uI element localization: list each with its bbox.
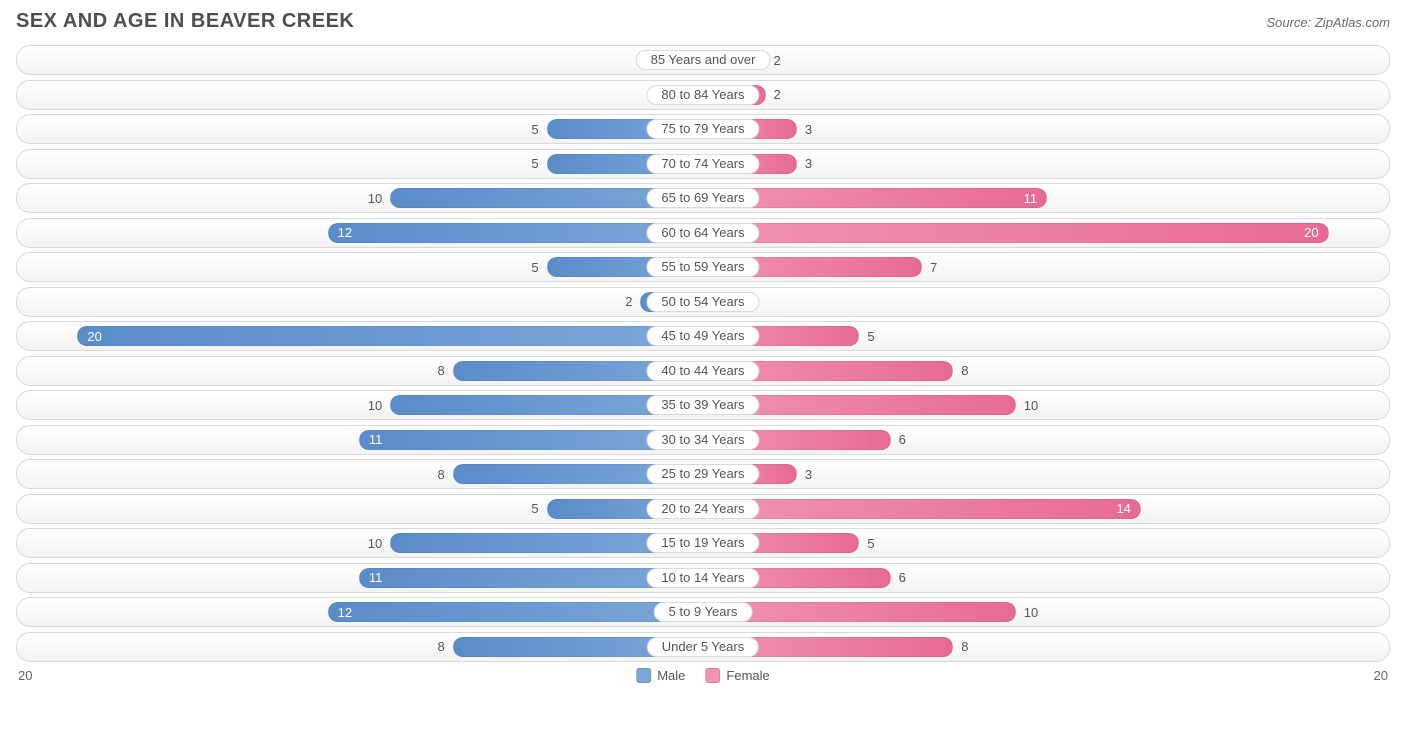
pyramid-row: 2050 to 54 Years <box>16 287 1390 317</box>
male-value: 8 <box>430 467 453 482</box>
age-category-label: 70 to 74 Years <box>646 154 759 174</box>
female-value: 7 <box>922 260 945 275</box>
pyramid-row: 8 3 25 to 29 Years <box>16 459 1390 489</box>
female-swatch-icon <box>705 668 720 683</box>
age-category-label: 40 to 44 Years <box>646 361 759 381</box>
age-category-label: 30 to 34 Years <box>646 430 759 450</box>
legend-male: Male <box>636 668 685 683</box>
female-value: 10 <box>1016 605 1046 620</box>
age-category-label: Under 5 Years <box>647 637 759 657</box>
pyramid-row: 0285 Years and over <box>16 45 1390 75</box>
pyramid-row: 12 20 60 to 64 Years <box>16 218 1390 248</box>
female-value: 20 <box>1304 225 1318 240</box>
age-category-label: 5 to 9 Years <box>654 602 753 622</box>
pyramid-row: 8 8 40 to 44 Years <box>16 356 1390 386</box>
legend-male-label: Male <box>657 668 685 683</box>
age-category-label: 80 to 84 Years <box>646 85 759 105</box>
age-category-label: 75 to 79 Years <box>646 119 759 139</box>
pyramid-row: 11 6 30 to 34 Years <box>16 425 1390 455</box>
pyramid-row: 11 6 10 to 14 Years <box>16 563 1390 593</box>
pyramid-row: 10 11 65 to 69 Years <box>16 183 1390 213</box>
male-bar: 12 <box>328 602 703 622</box>
female-bar: 14 <box>703 499 1141 519</box>
female-value: 5 <box>859 536 882 551</box>
age-category-label: 10 to 14 Years <box>646 568 759 588</box>
male-value: 12 <box>338 225 352 240</box>
male-value: 12 <box>338 605 352 620</box>
axis-max-left: 20 <box>18 668 32 683</box>
pyramid-row: 1280 to 84 Years <box>16 80 1390 110</box>
age-category-label: 50 to 54 Years <box>646 292 759 312</box>
age-category-label: 55 to 59 Years <box>646 257 759 277</box>
pyramid-row: 5 3 70 to 74 Years <box>16 149 1390 179</box>
legend: Male Female <box>636 668 770 683</box>
age-category-label: 85 Years and over <box>636 50 771 70</box>
female-value: 10 <box>1016 398 1046 413</box>
pyramid-row: 5 7 55 to 59 Years <box>16 252 1390 282</box>
pyramid-row: 10 5 15 to 19 Years <box>16 528 1390 558</box>
pyramid-row: 8 8 Under 5 Years <box>16 632 1390 662</box>
pyramid-row: 5 14 20 to 24 Years <box>16 494 1390 524</box>
female-value: 5 <box>859 329 882 344</box>
male-value: 5 <box>523 156 546 171</box>
male-value: 5 <box>523 260 546 275</box>
female-value: 6 <box>891 570 914 585</box>
male-value: 8 <box>430 363 453 378</box>
male-value: 5 <box>523 122 546 137</box>
female-value: 3 <box>797 467 820 482</box>
female-value: 14 <box>1116 501 1130 516</box>
female-value: 3 <box>797 122 820 137</box>
age-category-label: 35 to 39 Years <box>646 395 759 415</box>
age-category-label: 15 to 19 Years <box>646 533 759 553</box>
male-swatch-icon <box>636 668 651 683</box>
pyramid-row: 5 3 75 to 79 Years <box>16 114 1390 144</box>
male-value: 2 <box>617 294 640 309</box>
male-value: 20 <box>87 329 101 344</box>
chart-title: SEX AND AGE IN BEAVER CREEK <box>16 10 354 33</box>
age-category-label: 60 to 64 Years <box>646 223 759 243</box>
female-value: 6 <box>891 432 914 447</box>
male-value: 10 <box>360 536 390 551</box>
male-value: 10 <box>360 398 390 413</box>
chart-footer: 20 Male Female 20 <box>16 668 1390 690</box>
age-category-label: 65 to 69 Years <box>646 188 759 208</box>
age-category-label: 25 to 29 Years <box>646 464 759 484</box>
legend-female-label: Female <box>726 668 769 683</box>
age-category-label: 20 to 24 Years <box>646 499 759 519</box>
female-value: 11 <box>1024 191 1038 206</box>
population-pyramid: 0285 Years and over1280 to 84 Years5375 … <box>16 45 1390 662</box>
male-value: 11 <box>369 432 383 447</box>
chart-header: SEX AND AGE IN BEAVER CREEK Source: ZipA… <box>16 10 1390 33</box>
male-value: 8 <box>430 639 453 654</box>
male-value: 11 <box>369 570 383 585</box>
pyramid-row: 10 10 35 to 39 Years <box>16 390 1390 420</box>
male-bar: 20 <box>77 326 703 346</box>
pyramid-row: 12 10 5 to 9 Years <box>16 597 1390 627</box>
female-value: 2 <box>766 87 789 102</box>
axis-max-right: 20 <box>1374 668 1388 683</box>
chart-source: Source: ZipAtlas.com <box>1266 15 1390 30</box>
legend-female: Female <box>705 668 769 683</box>
female-bar: 20 <box>703 223 1329 243</box>
male-value: 10 <box>360 191 390 206</box>
male-value: 5 <box>523 501 546 516</box>
female-value: 3 <box>797 156 820 171</box>
age-category-label: 45 to 49 Years <box>646 326 759 346</box>
female-value: 8 <box>953 639 976 654</box>
pyramid-row: 20 5 45 to 49 Years <box>16 321 1390 351</box>
female-value: 8 <box>953 363 976 378</box>
